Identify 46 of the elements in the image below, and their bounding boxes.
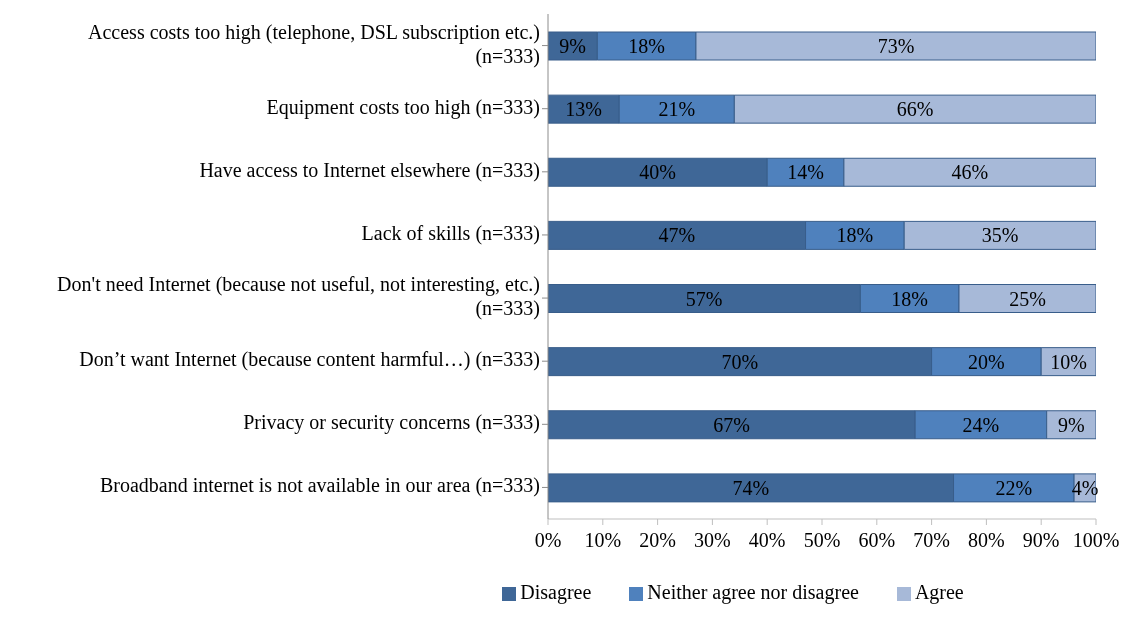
data-label: 10% <box>1050 350 1087 373</box>
data-label: 57% <box>685 287 723 310</box>
data-label: 47% <box>658 224 696 247</box>
data-label: 40% <box>639 161 676 184</box>
data-label: 22% <box>995 476 1033 499</box>
data-label: 4% <box>1071 476 1099 499</box>
y-tick-label: Equipment costs too high (n=333) <box>266 95 540 119</box>
data-label: 21% <box>658 98 696 121</box>
data-label: 18% <box>836 224 874 247</box>
y-tick-label: Privacy or security concerns (n=333) <box>243 410 540 434</box>
legend-label: Disagree <box>520 581 592 603</box>
x-tick-label: 80% <box>968 529 1005 552</box>
y-tick-label: Lack of skills (n=333) <box>361 221 540 245</box>
x-tick-label: 70% <box>913 529 950 552</box>
y-tick-label: Access costs too high (telephone, DSL subscription etc.) (n=333) <box>88 20 540 68</box>
x-tick-label: 30% <box>694 529 731 552</box>
x-tick-label: 60% <box>858 529 896 552</box>
data-label: 74% <box>732 476 770 499</box>
y-tick-label: Have access to Internet elsewhere (n=333) <box>199 158 540 182</box>
data-label: 18% <box>628 35 665 57</box>
data-label: 14% <box>787 161 824 184</box>
y-tick-label: Don’t want Internet (because content harmful…) (n=333) <box>79 347 540 371</box>
y-tick-label: Don't need Internet (because not useful, not interesting, etc.) (n=333) <box>57 272 540 320</box>
data-label: 18% <box>891 287 929 310</box>
x-tick-label: 50% <box>803 529 841 552</box>
x-tick-label: 100% <box>1072 529 1120 552</box>
data-label: 66% <box>896 98 934 121</box>
x-tick-label: 40% <box>748 529 786 552</box>
x-tick-label: 90% <box>1022 529 1060 552</box>
legend-label: Agree <box>914 581 964 603</box>
data-label: 20% <box>968 350 1005 373</box>
data-label: 25% <box>1009 287 1046 310</box>
data-label: 13% <box>565 98 602 121</box>
data-label: 9% <box>1058 413 1085 436</box>
data-label: 46% <box>951 161 989 184</box>
x-tick-label: 0% <box>534 529 562 552</box>
data-label: 24% <box>962 413 1000 436</box>
data-label: 35% <box>981 224 1019 247</box>
data-label: 70% <box>721 350 759 373</box>
data-label: 67% <box>713 413 750 436</box>
x-tick-label: 20% <box>639 529 676 552</box>
x-tick-label: 10% <box>584 529 622 552</box>
data-label: 9% <box>559 35 586 57</box>
data-label: 73% <box>877 35 915 57</box>
y-tick-label: Broadband internet is not available in our area (n=333) <box>99 474 540 498</box>
legend-label: Neither agree nor disagree <box>647 581 859 603</box>
